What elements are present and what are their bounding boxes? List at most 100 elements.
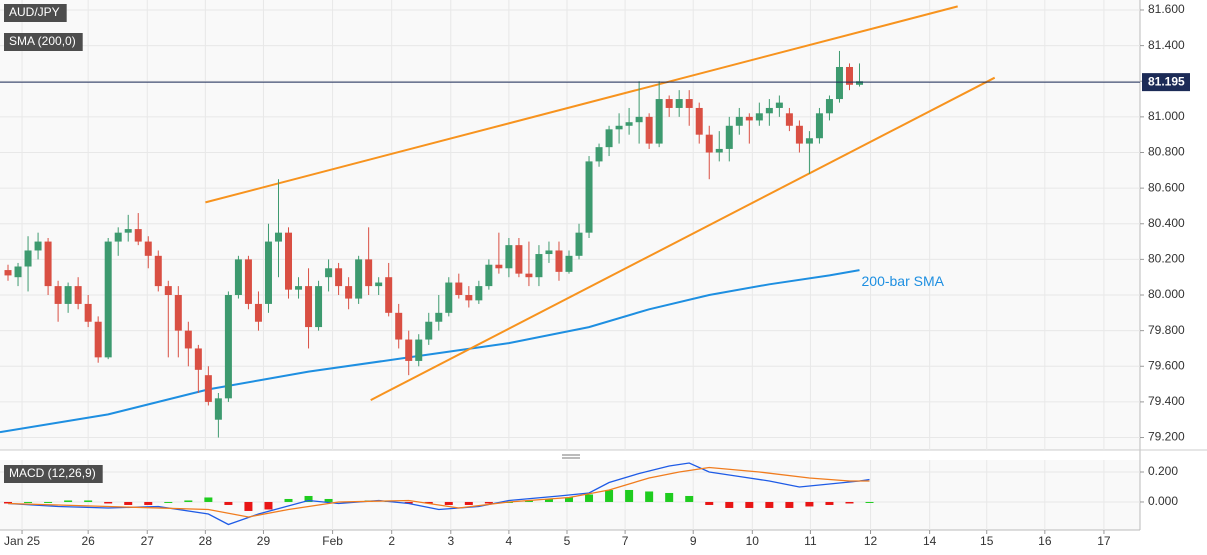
y-tick-label: 80.800 xyxy=(1148,145,1185,159)
trend-line xyxy=(205,5,958,204)
x-tick-label: 28 xyxy=(199,534,213,548)
candle-body xyxy=(204,375,212,402)
candle-body xyxy=(44,241,52,287)
histogram-bar xyxy=(765,501,774,508)
histogram-bar xyxy=(184,500,193,502)
histogram-bar xyxy=(685,495,694,502)
candle-body xyxy=(455,282,463,296)
candle-body xyxy=(94,321,102,358)
y-tick-label: 79.600 xyxy=(1148,358,1185,372)
last-price-box xyxy=(1142,73,1190,92)
candle-body xyxy=(345,286,353,299)
legend-label: MACD (12,26,9) xyxy=(9,466,96,480)
histogram-bar xyxy=(524,500,533,502)
candle-body xyxy=(545,250,553,255)
macd-line xyxy=(7,462,870,526)
histogram-bar xyxy=(625,489,634,502)
legend-label: SMA (200,0) xyxy=(9,34,76,48)
y-tick-label: 81.400 xyxy=(1148,38,1185,52)
candle-body xyxy=(134,229,142,242)
candle-body xyxy=(64,286,72,304)
candle-body xyxy=(525,273,533,278)
candle-body xyxy=(335,268,343,287)
candle-body xyxy=(104,241,112,358)
candle-body xyxy=(24,250,32,267)
candle-body xyxy=(54,286,62,304)
candle-body xyxy=(856,81,864,85)
macd-line xyxy=(7,466,870,518)
candle-body xyxy=(705,134,713,153)
x-tick-label: 26 xyxy=(81,534,95,548)
histogram-bar xyxy=(645,491,654,502)
candle-body xyxy=(445,282,453,313)
candle-body xyxy=(184,330,192,349)
y-tick-label: 80.000 xyxy=(1148,287,1185,301)
histogram-bar xyxy=(64,500,73,502)
candle-body xyxy=(665,99,673,108)
candle-body xyxy=(805,138,813,144)
x-tick-label: 10 xyxy=(746,534,760,548)
histogram-bar xyxy=(44,501,53,503)
histogram-bar xyxy=(725,501,734,508)
histogram-bar xyxy=(705,501,714,505)
candle-body xyxy=(405,339,413,361)
x-tick-label: 11 xyxy=(804,534,817,548)
histogram-bar xyxy=(284,498,293,502)
candle-body xyxy=(84,303,92,322)
histogram-bar xyxy=(84,500,93,502)
candle-body xyxy=(144,241,152,256)
candle-body xyxy=(695,107,703,135)
candle-body xyxy=(385,277,393,313)
last-price-label: 81.195 xyxy=(1148,74,1185,88)
candle-body xyxy=(485,264,493,287)
histogram-bar xyxy=(164,501,173,503)
candle-body xyxy=(685,99,693,108)
histogram-bar xyxy=(464,501,473,505)
candle-body xyxy=(475,286,483,301)
candle-body xyxy=(735,116,743,126)
legend-box xyxy=(4,4,67,22)
candle-body xyxy=(795,125,803,144)
histogram-bar xyxy=(104,501,113,504)
histogram-bar xyxy=(324,498,333,502)
histogram-bar xyxy=(224,501,233,505)
candle-body xyxy=(264,241,272,304)
candle-body xyxy=(214,398,222,420)
candle-body xyxy=(305,286,313,328)
histogram-bar xyxy=(605,489,614,502)
histogram-bar xyxy=(444,501,453,505)
candle-body xyxy=(285,232,293,290)
histogram-bar xyxy=(304,495,313,502)
histogram-bar xyxy=(264,501,273,510)
candle-body xyxy=(295,286,303,290)
candle-body xyxy=(675,99,683,108)
candle-body xyxy=(355,259,363,299)
candle-body xyxy=(495,264,503,269)
legend-box xyxy=(4,465,103,483)
candle-body xyxy=(435,312,443,322)
x-tick-label: 27 xyxy=(141,534,155,548)
candle-body xyxy=(74,286,82,304)
x-tick-label: Feb xyxy=(322,534,343,548)
y-tick-label: 79.800 xyxy=(1148,323,1185,337)
candle-body xyxy=(224,295,232,399)
x-tick-label: Jan 25 xyxy=(4,534,40,548)
y-tick-label: 79.400 xyxy=(1148,394,1185,408)
candle-body xyxy=(615,125,623,130)
candle-body xyxy=(254,303,262,322)
candle-body xyxy=(365,259,373,287)
x-tick-label: 17 xyxy=(1097,534,1111,548)
sma-label: 200-bar SMA xyxy=(862,273,945,289)
candle-body xyxy=(635,116,643,123)
x-tick-label: 12 xyxy=(864,534,878,548)
candle-body xyxy=(234,259,242,296)
candle-body xyxy=(595,147,603,162)
sma-line xyxy=(0,269,860,434)
candle-body xyxy=(715,148,723,153)
histogram-bar xyxy=(865,501,874,503)
histogram-bar xyxy=(424,501,433,504)
y-tick-label: 80.200 xyxy=(1148,252,1185,266)
x-tick-label: 16 xyxy=(1038,534,1052,548)
candle-body xyxy=(124,229,132,233)
x-tick-label: 3 xyxy=(447,534,454,548)
